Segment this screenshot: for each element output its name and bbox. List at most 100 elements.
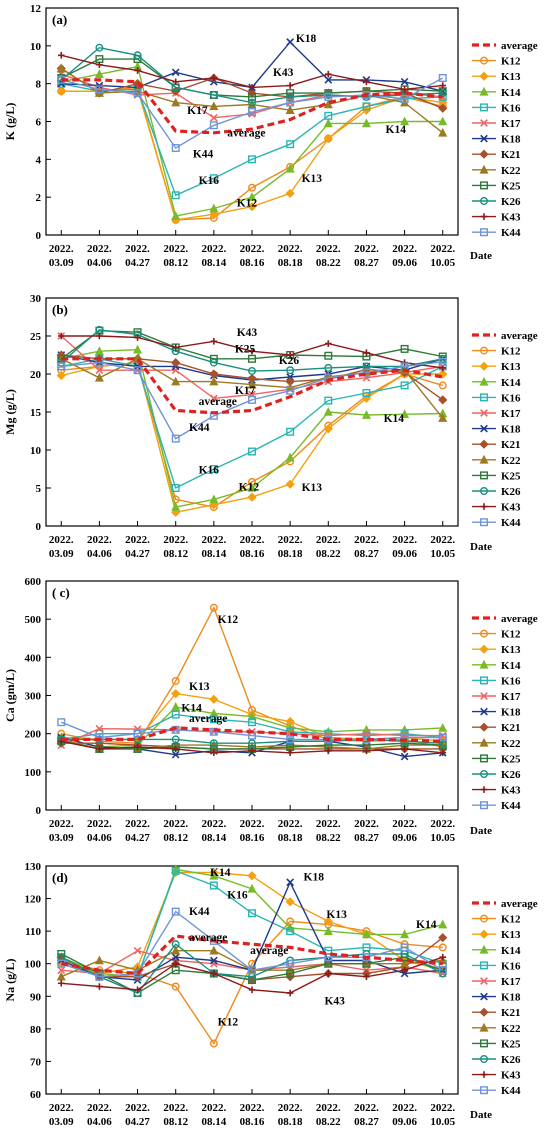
x-tick-label: 10.05 [430,832,455,844]
legend-marker-k14 [479,86,489,96]
legend-marker-k17 [480,409,488,417]
data-point-k14 [285,452,295,462]
series-annotation: K43 [324,995,345,1007]
series-line-k12 [61,920,443,1045]
legend-marker-k44 [480,518,489,527]
data-point-k43 [324,70,332,78]
data-point-k44 [57,362,66,371]
data-point-k14 [361,929,371,939]
legend-label: K13 [501,71,521,83]
data-point-k22 [209,376,219,386]
legend-marker-k12 [480,629,489,638]
data-point-k44 [438,733,447,742]
x-tick-label: 03.09 [49,1116,74,1128]
y-axis-label: Mg (g/L) [3,389,17,435]
data-point-k26 [247,98,256,107]
legend-label: K13 [501,929,521,941]
data-point-k14 [361,410,371,419]
panel-label: (d) [52,870,68,885]
x-tick-label: 2022. [430,243,455,255]
series-annotation: K44 [189,906,210,918]
legend-marker-k26 [480,1054,489,1063]
legend-marker-k17 [480,119,488,127]
data-point-k43 [134,334,141,341]
legend-label: average [501,40,538,52]
legend-marker-k13 [479,644,489,654]
data-point-k44 [286,98,295,107]
x-tick-label: 2022. [240,534,265,546]
data-point-k44 [286,735,295,744]
legend-label: K26 [501,1054,521,1066]
legend-label: K12 [501,629,521,641]
data-point-k16 [324,729,333,738]
plot-frame [45,580,459,811]
legend-marker-k14 [479,376,489,386]
x-tick-label: 08.22 [316,832,341,844]
x-tick-label: 08.16 [240,257,265,269]
data-point-k14 [247,883,257,893]
data-point-k13 [171,688,181,699]
data-point-k26 [209,91,218,100]
panel-2: 0 5 10 15 20 25 30 2022. 03.09 2022. 04.06 2022. 04.… [3,293,538,560]
data-point-k44 [438,73,447,82]
series-annotation: K13 [189,681,210,693]
legend-marker-k25 [480,1039,489,1048]
legend-marker-k43 [480,503,488,510]
data-point-k43 [286,82,294,89]
data-point-k16 [209,465,218,474]
x-tick-label: 2022. [316,534,341,546]
y-tick-label: 30 [30,293,42,305]
series-annotation: average [199,396,237,408]
data-point-k14 [171,211,181,220]
data-point-k44 [286,386,295,395]
data-point-k16 [286,427,295,436]
data-point-k17 [133,725,142,733]
series-annotation: K18 [304,872,325,884]
data-point-k16 [247,447,256,456]
series-line-k16 [61,358,444,489]
legend-label: K44 [501,1085,521,1097]
x-tick-label: 10.05 [430,257,455,269]
series-annotation: average [227,128,265,140]
series-annotation: K12 [239,481,260,493]
y-tick-label: 60 [30,1089,42,1101]
data-point-k16 [171,710,180,719]
data-point-k22 [323,99,333,109]
legend-marker-k26 [480,487,489,496]
data-point-k12 [247,183,256,192]
series-annotation: K14 [210,867,231,879]
series-line-k44 [61,910,444,978]
x-tick-label: 2022. [163,534,188,546]
data-point-k43 [172,960,180,968]
data-point-k44 [171,434,180,443]
data-point-k13 [56,86,66,96]
x-axis-label: Date [470,1109,492,1121]
y-tick-label: 25 [30,331,42,343]
series-annotation: average [250,945,288,957]
x-tick-label: 08.27 [354,832,379,844]
legend-marker-k22 [479,164,489,174]
legend-label: K18 [501,707,521,719]
data-point-k43 [439,82,447,89]
legend-marker-k25 [480,471,489,480]
x-tick-label: 08.27 [354,1116,379,1128]
data-point-k26 [209,739,218,748]
x-axis-label: Date [470,541,492,553]
y-tick-label: 4 [36,154,42,166]
data-point-k13 [247,492,257,502]
y-tick-label: 300 [25,691,42,703]
x-tick-label: 2022. [430,1102,455,1114]
data-point-k26 [247,739,256,748]
x-tick-label: 2022. [163,243,188,255]
data-point-k43 [363,78,370,86]
data-point-k44 [133,89,142,98]
legend-label: K17 [501,408,521,420]
data-point-k16 [324,111,333,120]
panel-label: ( c) [52,585,70,600]
data-point-k17 [95,724,104,733]
y-tick-label: 12 [30,3,42,15]
data-point-k13 [438,369,448,379]
x-tick-label: 03.09 [49,832,74,844]
series-annotation: K14 [384,413,405,425]
legend-marker-k16 [480,961,489,970]
